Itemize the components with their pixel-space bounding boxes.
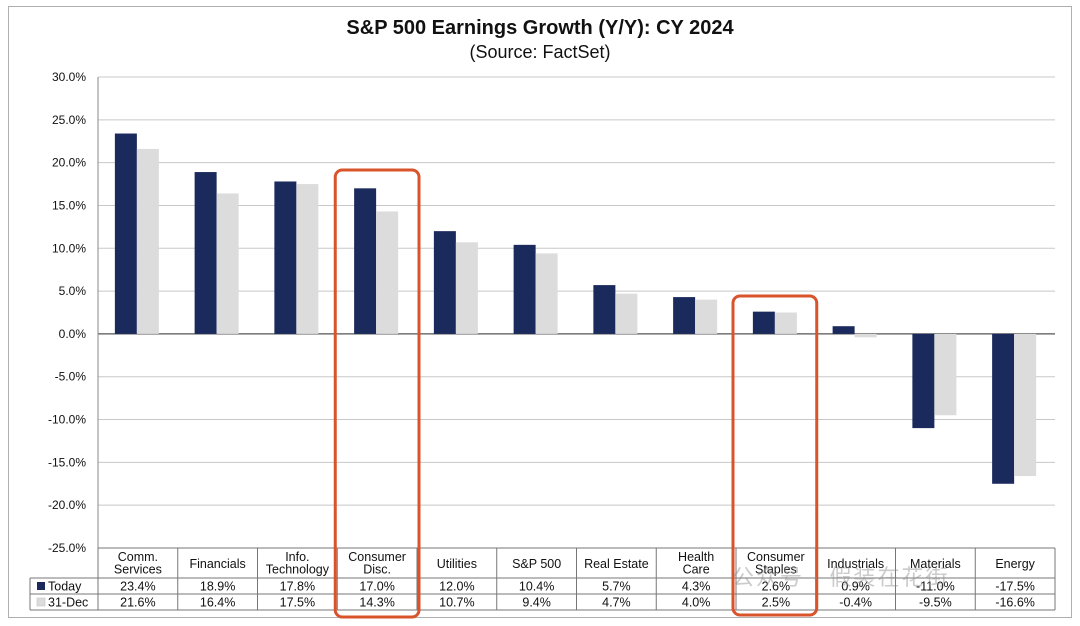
data-label: 10.7% <box>439 596 474 610</box>
bar-31-dec <box>615 293 638 334</box>
data-table: Comm.Services Financials Info.Technology Co… <box>29 547 1056 611</box>
data-label: 9.4% <box>522 596 551 610</box>
category-label: Utilities <box>437 557 477 571</box>
y-tick-label: 25.0% <box>52 113 86 127</box>
bar-today <box>593 285 616 334</box>
data-label: 18.9% <box>200 580 235 594</box>
bar-31-dec <box>296 184 319 334</box>
y-tick-label: 5.0% <box>59 284 87 298</box>
data-label: 4.0% <box>682 596 711 610</box>
bar-31-dec <box>774 312 797 334</box>
bar-today <box>194 172 217 334</box>
category-label: Consumer <box>348 550 406 564</box>
category-label: Health <box>678 550 714 564</box>
y-tick-label: 20.0% <box>52 156 86 170</box>
bar-31-dec <box>376 211 399 334</box>
bar-today <box>752 311 775 334</box>
bar-today <box>274 181 297 334</box>
highlight-box <box>333 168 421 619</box>
y-tick-label: -25.0% <box>48 541 86 555</box>
data-label: 12.0% <box>439 580 474 594</box>
data-label: 17.8% <box>280 580 315 594</box>
bar-31-dec <box>934 333 957 416</box>
bar-today <box>673 297 696 334</box>
category-label: Staples <box>755 563 797 577</box>
y-tick-label: -20.0% <box>48 498 86 512</box>
category-label: Technology <box>266 563 330 577</box>
legend-label: Today <box>48 580 82 594</box>
category-label: Services <box>114 563 162 577</box>
bar-today <box>912 333 935 429</box>
data-label: 16.4% <box>200 596 235 610</box>
chart-title: S&P 500 Earnings Growth (Y/Y): CY 2024 <box>346 17 734 39</box>
data-label: 2.5% <box>762 596 791 610</box>
category-label: S&P 500 <box>512 557 561 571</box>
bar-31-dec <box>695 299 718 334</box>
highlight-box <box>731 294 819 617</box>
data-label: -17.5% <box>995 580 1035 594</box>
category-label: Consumer <box>747 550 805 564</box>
category-label: Disc. <box>363 563 391 577</box>
y-tick-label: -10.0% <box>48 413 86 427</box>
y-tick-label: -5.0% <box>55 370 87 384</box>
data-label: -0.4% <box>839 596 872 610</box>
bar-today <box>114 133 137 334</box>
y-tick-label: 10.0% <box>52 241 86 255</box>
y-tick-label: 30.0% <box>52 70 86 84</box>
bar-31-dec <box>455 242 478 334</box>
data-label: -16.6% <box>995 596 1035 610</box>
bar-today <box>354 188 377 334</box>
bar-31-dec <box>535 253 558 334</box>
data-label: -9.5% <box>919 596 952 610</box>
data-label: 5.7% <box>602 580 631 594</box>
chart-subtitle: (Source: FactSet) <box>469 42 611 62</box>
highlight-boxes <box>333 168 819 619</box>
category-label: Care <box>683 563 710 577</box>
bar-today <box>513 244 536 334</box>
data-label: 21.6% <box>120 596 155 610</box>
data-label: 4.7% <box>602 596 631 610</box>
data-label: -11.0% <box>916 580 955 594</box>
category-label: Real Estate <box>584 557 649 571</box>
data-label: 23.4% <box>120 580 155 594</box>
category-label: Energy <box>995 557 1035 571</box>
category-label: Industrials <box>827 557 884 571</box>
y-tick-label: 15.0% <box>52 198 86 212</box>
data-label: 2.6% <box>762 580 791 594</box>
bar-today <box>992 333 1015 484</box>
legend-swatch <box>36 597 46 607</box>
category-label: Financials <box>189 557 245 571</box>
y-axis: 30.0% 25.0% 20.0% 15.0% 10.0% 5.0% 0.0% -5.0% -1… <box>48 70 99 555</box>
data-label: 10.4% <box>519 580 554 594</box>
y-tick-label: -15.0% <box>48 455 86 469</box>
data-label: 17.5% <box>280 596 315 610</box>
data-label: 0.9% <box>841 580 870 594</box>
data-label: 4.3% <box>682 580 711 594</box>
data-label: 17.0% <box>359 580 394 594</box>
category-label: Comm. <box>118 550 158 564</box>
watermark: 公众号 · 假装在花街 <box>732 565 950 590</box>
legend-swatch <box>37 582 45 590</box>
data-label: 14.3% <box>359 596 394 610</box>
bar-31-dec <box>136 148 159 334</box>
gridlines <box>98 76 1055 549</box>
category-label: Info. <box>285 550 309 564</box>
category-label: Materials <box>910 557 961 571</box>
bar-31-dec <box>216 193 239 334</box>
y-tick-label: 0.0% <box>59 327 87 341</box>
legend-label: 31-Dec <box>48 596 88 610</box>
bar-31-dec <box>1014 333 1037 477</box>
bar-today <box>832 326 855 334</box>
bar-31-dec <box>854 333 877 338</box>
bars <box>114 133 1037 484</box>
bar-today <box>433 231 456 334</box>
